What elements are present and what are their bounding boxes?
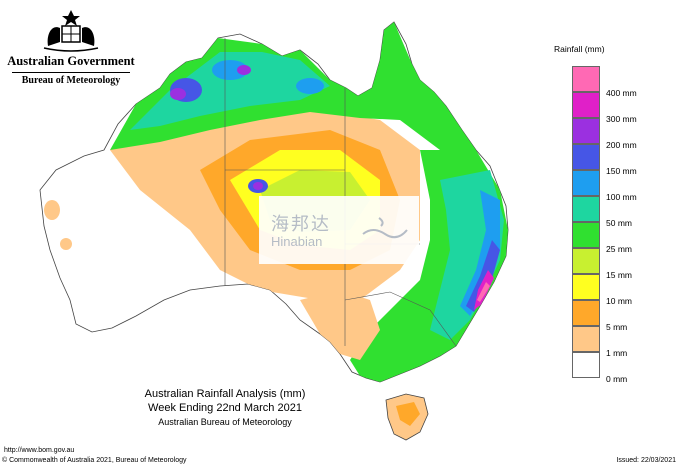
- legend-label: 0 mm: [606, 374, 628, 384]
- legend-label: 15 mm: [606, 270, 632, 280]
- legend-swatch: [572, 170, 600, 196]
- legend-title: Rainfall (mm): [554, 44, 605, 54]
- legend-label: 25 mm: [606, 244, 632, 254]
- watermark-logo-icon: [362, 217, 408, 239]
- zone-north-200mm-b: [237, 65, 251, 75]
- zone-north-50mm: [130, 52, 330, 130]
- zone-wa-1mm-b: [60, 238, 72, 250]
- legend-label: 300 mm: [606, 114, 637, 124]
- zone-north-100mm-a: [212, 60, 248, 80]
- legend-label: 1 mm: [606, 348, 628, 358]
- zone-east-100mm: [460, 190, 500, 316]
- legend-item: 200 mm: [572, 118, 672, 150]
- legend-swatch: [572, 144, 600, 170]
- government-name: Australian Government: [7, 54, 135, 68]
- zone-north-100mm-b: [296, 78, 324, 94]
- legend-label: 150 mm: [606, 166, 637, 176]
- legend-label: 5 mm: [606, 322, 628, 332]
- zone-east-150mm: [466, 240, 500, 312]
- legend-item: 1 mm: [572, 326, 672, 358]
- header-divider: [12, 72, 130, 73]
- legend-swatch: [572, 66, 600, 92]
- zone-south-1mm: [300, 290, 380, 360]
- map-subtitle-bureau: Australian Bureau of Meteorology: [158, 417, 292, 427]
- hinabian-watermark: 海邦达 Hinabian: [259, 196, 419, 264]
- issued-date: Issued: 22/03/2021: [616, 457, 676, 464]
- legend-swatch: [572, 352, 600, 378]
- zone-east-400mm: [477, 282, 490, 302]
- legend-item: 15 mm: [572, 248, 672, 280]
- legend-swatch: [572, 274, 600, 300]
- legend-item: 0 mm: [572, 352, 672, 384]
- legend-item: 400 mm: [572, 66, 672, 98]
- legend-swatch: [572, 300, 600, 326]
- legend-label: 200 mm: [606, 140, 637, 150]
- watermark-english: Hinabian: [271, 234, 323, 249]
- watermark-chinese: 海邦达: [271, 214, 331, 234]
- legend-swatch: [572, 326, 600, 352]
- map-subtitle-week: Week Ending 22nd March 2021: [148, 402, 302, 414]
- legend-item: 5 mm: [572, 300, 672, 332]
- legend-item: 300 mm: [572, 92, 672, 124]
- zone-sa-1mm: [226, 256, 254, 272]
- legend-label: 400 mm: [606, 88, 637, 98]
- legend-swatch: [572, 118, 600, 144]
- legend-label: 100 mm: [606, 192, 637, 202]
- legend-item: 150 mm: [572, 144, 672, 176]
- map-title: Australian Rainfall Analysis (mm): [144, 388, 306, 400]
- legend-swatch: [572, 222, 600, 248]
- legend-label: 10 mm: [606, 296, 632, 306]
- zone-north-200mm: [170, 88, 186, 100]
- bureau-name: Bureau of Meteorology: [21, 75, 121, 86]
- map-titles: Australian Rainfall Analysis (mm) Week E…: [100, 388, 350, 427]
- legend-item: 50 mm: [572, 196, 672, 228]
- zone-wa-1mm-a: [44, 200, 60, 220]
- legend-swatch: [572, 248, 600, 274]
- bom-url-link[interactable]: http://www.bom.gov.au: [4, 447, 75, 454]
- government-header: Australian Government Bureau of Meteorol…: [6, 6, 136, 86]
- coat-of-arms-icon: [43, 10, 99, 52]
- legend-item: 100 mm: [572, 170, 672, 202]
- legend-label: 50 mm: [606, 218, 632, 228]
- zone-inland-200mm: [253, 182, 263, 190]
- legend-swatch: [572, 92, 600, 118]
- tasmania-5mm: [396, 402, 420, 426]
- legend-swatch: [572, 196, 600, 222]
- legend-item: 10 mm: [572, 274, 672, 306]
- legend-item: 25 mm: [572, 222, 672, 254]
- copyright-text: © Commonwealth of Australia 2021, Bureau…: [2, 457, 187, 464]
